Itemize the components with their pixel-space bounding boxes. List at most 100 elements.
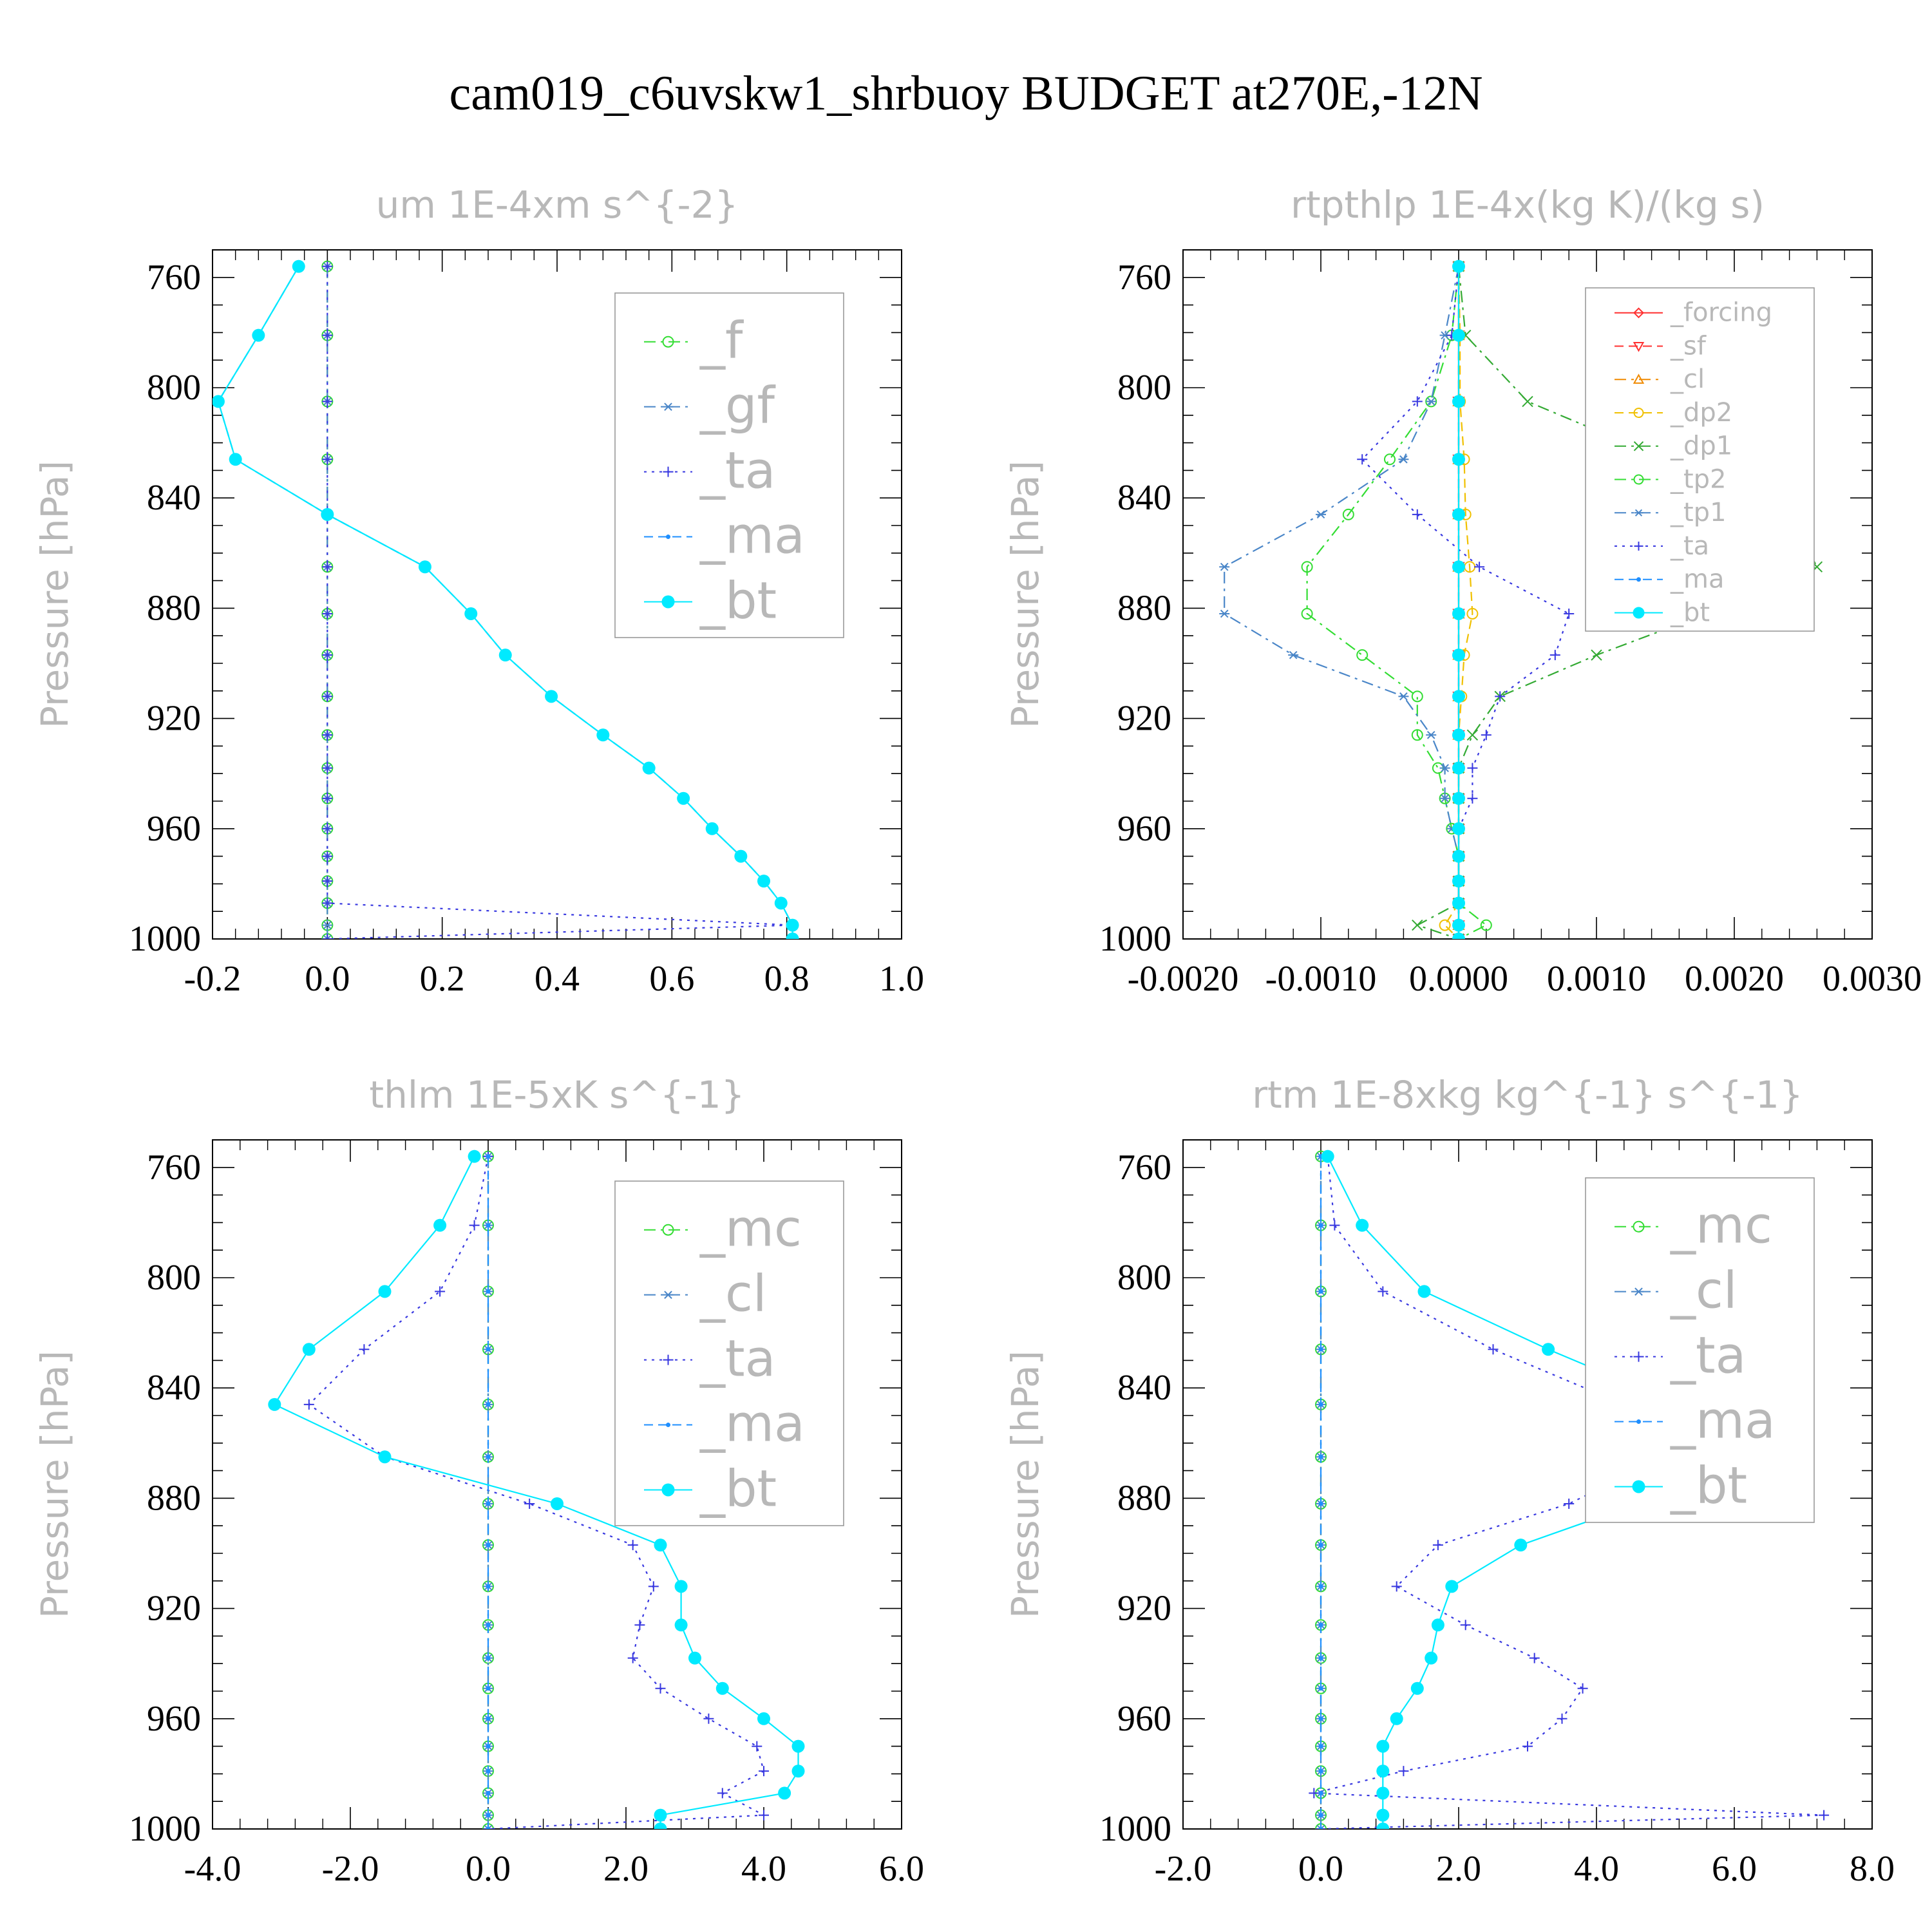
panel-title: rtpthlp 1E-4x(kg K)/(kg s) [1291, 183, 1765, 227]
panel-title: rtm 1E-8xkg kg^{-1} s^{-1} [1252, 1073, 1803, 1117]
data-point-tp1 [1316, 510, 1326, 519]
data-point-bt [791, 1739, 805, 1753]
data-point-bt [705, 822, 719, 835]
y-tick-label: 880 [147, 588, 201, 628]
data-point-bt [1452, 690, 1465, 703]
legend-entry-ma: _ma [1670, 1392, 1776, 1450]
data-point-ta [322, 396, 333, 407]
legend-entry-mc: _mc [699, 1200, 802, 1258]
legend-swatch-marker [1636, 1419, 1641, 1425]
data-point-ma [1318, 1826, 1323, 1829]
legend-entry-tp1: _tp1 [1670, 498, 1727, 527]
data-point-dp2 [1439, 919, 1451, 931]
data-point-ta [634, 1620, 645, 1631]
plot-frame [1182, 249, 1873, 940]
y-tick-label: 800 [1117, 368, 1171, 408]
data-point-ma [1318, 1656, 1323, 1661]
data-point-bt [715, 1681, 729, 1695]
y-tick-label: 920 [1117, 699, 1171, 739]
data-point-ta [1398, 1766, 1409, 1777]
data-point-bt [688, 1651, 701, 1665]
y-tick-label: 880 [147, 1478, 201, 1518]
data-point-ta [1391, 1581, 1402, 1592]
y-tick-label: 920 [147, 1589, 201, 1629]
data-point-bt [677, 791, 690, 805]
data-point-ma [1318, 1501, 1323, 1506]
data-point-tp1 [1219, 562, 1230, 571]
data-point-ma [486, 1813, 491, 1818]
legend-entry-ma: _ma [699, 507, 805, 565]
legend-swatch-marker [1633, 307, 1644, 319]
y-tick-label: 760 [147, 1148, 201, 1188]
data-point-bt [1445, 1580, 1459, 1593]
data-point-gf [322, 934, 333, 939]
data-point-tp2 [1356, 649, 1368, 661]
data-point-ma [486, 1454, 491, 1459]
data-point-bt [378, 1285, 392, 1298]
x-tick-label: -0.2 [184, 959, 242, 999]
legend-entry-ta: _ta [1670, 531, 1709, 561]
data-point-ta [1412, 396, 1423, 407]
series-line-ta [308, 1156, 767, 1829]
x-tick-label: 2.0 [603, 1849, 649, 1889]
data-point-tp2 [1342, 508, 1354, 520]
data-point-ta [322, 454, 333, 465]
y-tick-label: 1000 [129, 1809, 201, 1849]
data-point-bt [545, 690, 558, 703]
data-point-ta [322, 730, 333, 741]
legend-entry-cl: _cl [1670, 365, 1705, 394]
data-point-tp1 [1219, 609, 1230, 618]
legend-box [614, 1180, 844, 1526]
series-group [213, 260, 799, 939]
data-point-bt [433, 1218, 447, 1232]
legend-swatch-marker [661, 595, 675, 609]
legend-entry-gf: _gf [699, 377, 776, 435]
data-point-ta [717, 1788, 728, 1799]
legend-swatch-marker [662, 1224, 674, 1236]
legend-entry-dp1: _dp1 [1670, 431, 1732, 461]
legend-entry-ta: _ta [699, 1331, 775, 1388]
data-point-ta [322, 691, 333, 702]
panel-1: um 1E-4xm s^{-2} Pressure [hPa] 760 800 840 8… [33, 183, 924, 999]
series-line-ta [1361, 266, 1570, 939]
data-point-bt [1452, 395, 1465, 408]
y-tick-label: 920 [147, 699, 201, 739]
legend-entry-ta: _ta [699, 442, 775, 500]
y-tick-label: 1000 [129, 919, 201, 959]
data-point-ma [1318, 1790, 1323, 1795]
data-point-bt [1452, 507, 1465, 521]
legend-entry-bt: _bt [1670, 598, 1710, 627]
data-point-ma [1318, 1744, 1323, 1749]
data-point-bt [786, 918, 799, 932]
data-point-ta [322, 762, 333, 773]
data-point-bt [229, 453, 242, 466]
y-tick-label: 800 [147, 368, 201, 408]
y-tick-label: 840 [1117, 1368, 1171, 1408]
series-line-tp1 [1224, 266, 1460, 939]
data-point-bt [1452, 728, 1465, 742]
data-point-dp1 [1412, 919, 1423, 931]
data-point-ma [486, 1584, 491, 1589]
legend-swatch-marker [1633, 374, 1645, 384]
legend-swatch-marker [1634, 509, 1643, 516]
data-point-bt [1452, 649, 1465, 662]
data-point-ta [759, 1766, 769, 1777]
data-point-bt [778, 1786, 791, 1800]
data-point-ta [322, 876, 333, 887]
legend-entry-bt: _bt [699, 572, 777, 630]
data-point-dp2 [1466, 607, 1479, 620]
legend-swatch-marker [1633, 441, 1644, 451]
data-point-ta [648, 1581, 659, 1592]
legend-entry-bt: _bt [1670, 1457, 1747, 1515]
data-point-bt [1431, 1618, 1444, 1632]
plot-frame [212, 1139, 902, 1830]
x-tick-label: 0.0030 [1823, 959, 1922, 999]
data-point-ma [1318, 1542, 1323, 1548]
data-point-ta [1481, 730, 1492, 741]
data-point-ma [486, 1744, 491, 1749]
data-point-ma [486, 1716, 491, 1721]
data-point-bt [1452, 328, 1465, 342]
x-tick-label: 0.0 [1298, 1849, 1343, 1889]
panel-2: rtpthlp 1E-4x(kg K)/(kg s) Pressure [hPa]… [1003, 183, 1922, 999]
